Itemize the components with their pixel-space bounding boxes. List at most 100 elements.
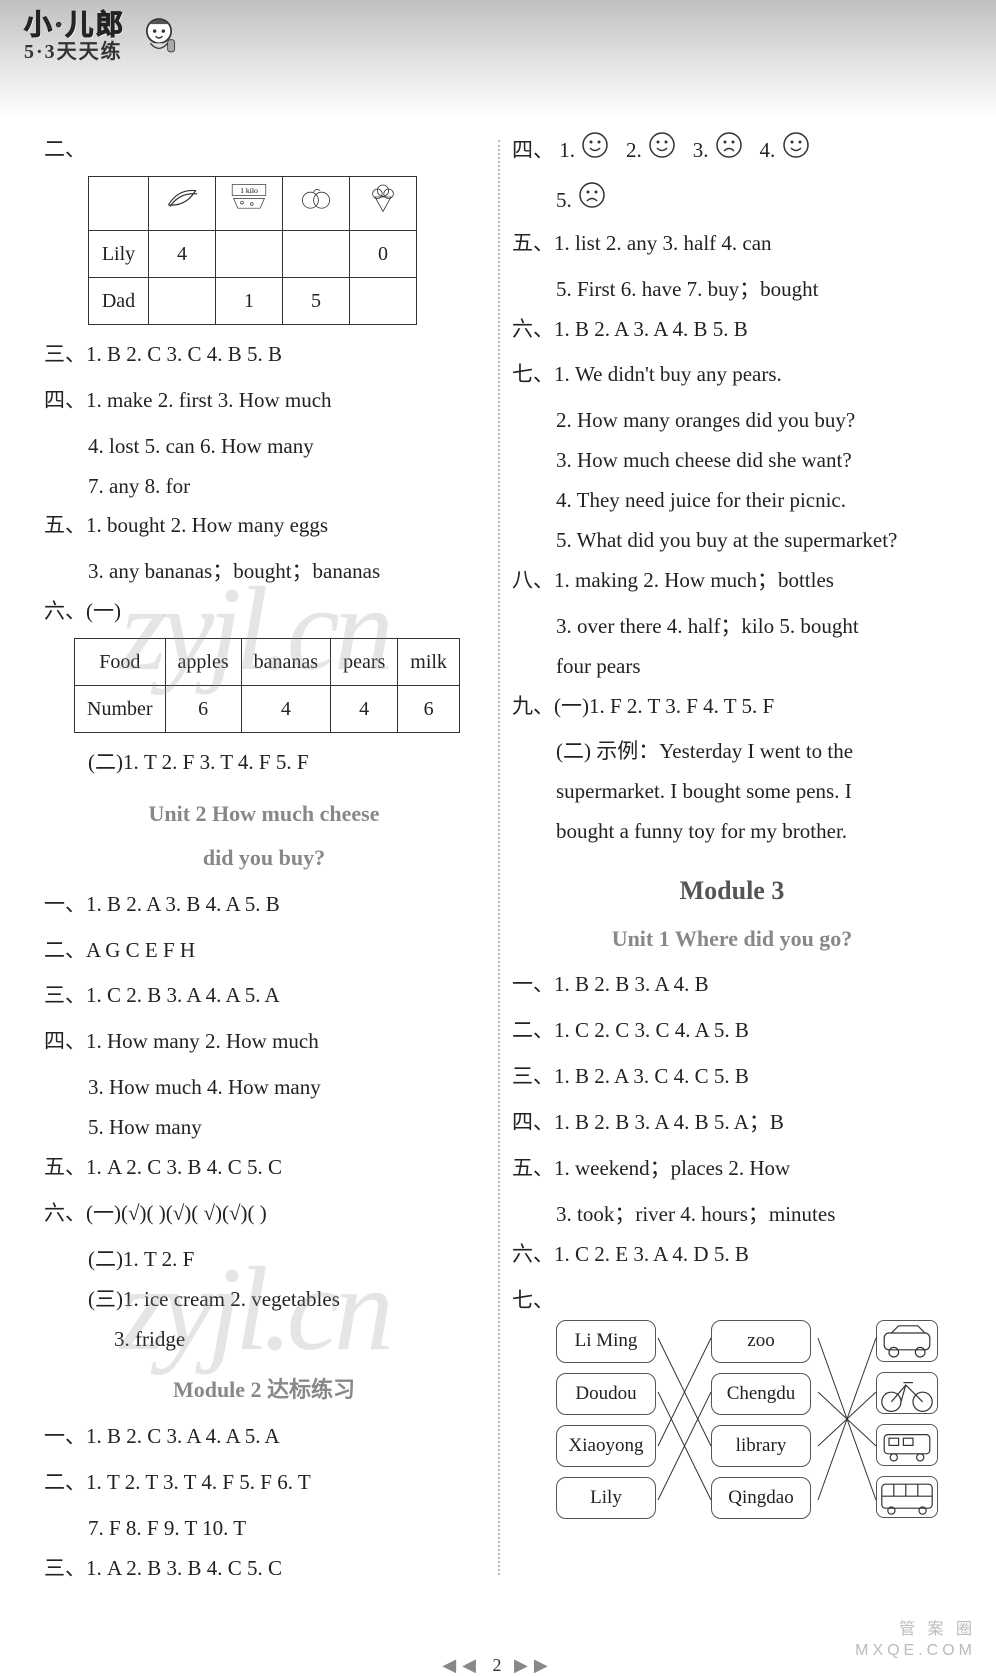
face-happy-icon xyxy=(781,130,811,174)
u2-4b: 3. How much 4. How many xyxy=(44,1068,484,1108)
m3-5a: 五、1. weekend；places 2. How xyxy=(512,1149,952,1189)
u2-6d: 3. fridge xyxy=(44,1320,484,1360)
sec-5b: 5. First 6. have 7. buy；bought xyxy=(512,270,952,310)
sec-8a: 八、1. making 2. How much；bottles xyxy=(512,561,952,601)
match-chip: Xiaoyong xyxy=(556,1425,656,1467)
sec-4-label: 四、 xyxy=(512,138,554,162)
m3-7-label: 七、 xyxy=(512,1288,554,1312)
mascot-icon xyxy=(133,12,185,64)
m3-5b: 3. took；river 4. hours；minutes xyxy=(512,1195,952,1235)
page-number: 2 xyxy=(493,1655,504,1675)
match-chip: zoo xyxy=(711,1320,811,1362)
unit2-title-1: Unit 2 How much cheese xyxy=(44,793,484,835)
match-mid-col: zoo Chengdu library Qingdao xyxy=(711,1320,811,1518)
sec-9c: supermarket. I bought some pens. I xyxy=(512,772,952,812)
sec-5a: 五、1. list 2. any 3. half 4. can xyxy=(512,224,952,264)
unit1-title: Unit 1 Where did you go? xyxy=(512,918,952,960)
right-column: 四、 1. 2. 3. 4. 5. 五、1. list 2. any 3. ha… xyxy=(498,130,966,1595)
sec-7c: 3. How much cheese did she want? xyxy=(512,441,952,481)
sec-4-faces-row2: 5. xyxy=(512,180,952,224)
sec-5b: 3. any bananas；bought；bananas xyxy=(44,552,484,592)
brand-text: 小·儿郎 5·3天天练 xyxy=(24,12,125,62)
svg-text:1 kilo: 1 kilo xyxy=(240,186,258,195)
u2-6a: 六、(一)(√)( )(√)( √)(√)( ) xyxy=(44,1194,484,1234)
sec-6: 六、1. B 2. A 3. A 4. B 5. B xyxy=(512,310,952,350)
match-right-col xyxy=(876,1320,938,1518)
sec-2-table: 1 kilo Lily 4 0 Dad xyxy=(88,176,417,325)
sec-4-faces-row1: 四、 1. 2. 3. 4. xyxy=(512,130,952,174)
u2-4a: 四、1. How many 2. How much xyxy=(44,1022,484,1062)
matching-diagram: Li Ming Doudou Xiaoyong Lily zoo Chengdu… xyxy=(556,1320,952,1540)
brand-title: 小·儿郎 xyxy=(24,12,125,40)
m3-6: 六、1. C 2. E 3. A 4. D 5. B xyxy=(512,1235,952,1275)
sec-6-table: Food apples bananas pears milk Number 6 … xyxy=(74,638,460,733)
table-row: Dad 1 5 xyxy=(89,277,417,324)
m3-3: 三、1. B 2. A 3. C 4. C 5. B xyxy=(512,1057,952,1097)
m2-1: 一、1. B 2. C 3. A 4. A 5. A xyxy=(44,1417,484,1457)
sec-8c: four pears xyxy=(512,647,952,687)
u2-6b: (二)1. T 2. F xyxy=(44,1240,484,1280)
sec-4c: 7. any 8. for xyxy=(44,467,484,507)
sec-5a: 五、1. bought 2. How many eggs xyxy=(44,506,484,546)
u2-3: 三、1. C 2. B 3. A 4. A 5. A xyxy=(44,976,484,1016)
column-divider xyxy=(498,140,500,1575)
sec-3: 三、1. B 2. C 3. C 4. B 5. B xyxy=(44,335,484,375)
sec-7a: 七、1. We didn't buy any pears. xyxy=(512,355,952,395)
table-row: Number 6 4 4 6 xyxy=(75,686,460,733)
brand-subtitle: 5·3天天练 xyxy=(24,42,125,62)
face-happy-icon xyxy=(580,130,610,174)
sec-2-label: 二、 xyxy=(44,130,484,170)
m2-3: 三、1. A 2. B 3. B 4. C 5. C xyxy=(44,1549,484,1589)
sec-9a: 九、(一)1. F 2. T 3. F 4. T 5. F xyxy=(512,687,952,727)
cheese-kilo-icon: 1 kilo xyxy=(216,176,283,230)
m3-1: 一、1. B 2. B 3. A 4. B xyxy=(512,965,952,1005)
sec-6b: (二)1. T 2. F 3. T 4. F 5. F xyxy=(44,743,484,783)
sec-4b: 4. lost 5. can 6. How many xyxy=(44,427,484,467)
m3-2: 二、1. C 2. C 3. C 4. A 5. B xyxy=(512,1011,952,1051)
u2-2: 二、A G C E F H xyxy=(44,931,484,971)
sec-6-label: 六、(一) xyxy=(44,592,484,632)
car-icon xyxy=(876,1320,938,1362)
table-row: Lily 4 0 xyxy=(89,230,417,277)
content: 二、 1 kilo xyxy=(0,120,996,1635)
row-label: Dad xyxy=(89,277,149,324)
sec-9d: bought a funny toy for my brother. xyxy=(512,812,952,852)
page: 小·儿郎 5·3天天练 二、 xyxy=(0,0,996,1676)
pager: ◀◀ 2 ▶▶ xyxy=(0,1655,996,1676)
m2-2a: 二、1. T 2. T 3. T 4. F 5. F 6. T xyxy=(44,1463,484,1503)
u2-6c: (三)1. ice cream 2. vegetables xyxy=(44,1280,484,1320)
left-column: 二、 1 kilo xyxy=(30,130,498,1595)
train-icon xyxy=(876,1424,938,1466)
apple-icon xyxy=(283,176,350,230)
m2-2b: 7. F 8. F 9. T 10. T xyxy=(44,1509,484,1549)
match-chip: Lily xyxy=(556,1477,656,1519)
m3-7: 七、 Li Ming Doudou xyxy=(512,1281,952,1541)
u2-5: 五、1. A 2. C 3. B 4. C 5. C xyxy=(44,1148,484,1188)
unit2-title-2: did you buy? xyxy=(44,837,484,879)
brand: 小·儿郎 5·3天天练 xyxy=(24,12,972,64)
match-chip: library xyxy=(711,1425,811,1467)
sec-9b: (二) 示例：Yesterday I went to the xyxy=(512,732,952,772)
icecream-icon xyxy=(350,176,417,230)
match-chip: Chengdu xyxy=(711,1373,811,1415)
bike-icon xyxy=(876,1372,938,1414)
sec-7b: 2. How many oranges did you buy? xyxy=(512,401,952,441)
sec-7d: 4. They need juice for their picnic. xyxy=(512,481,952,521)
module2-title: Module 2 达标练习 xyxy=(44,1369,484,1411)
banana-icon xyxy=(149,176,216,230)
face-happy-icon xyxy=(647,130,677,174)
sec-7e: 5. What did you buy at the supermarket? xyxy=(512,521,952,561)
bus-icon xyxy=(876,1476,938,1518)
face-sad-icon xyxy=(714,130,744,174)
u2-1: 一、1. B 2. A 3. B 4. A 5. B xyxy=(44,885,484,925)
sec-8b: 3. over there 4. half；kilo 5. bought xyxy=(512,607,952,647)
m3-4: 四、1. B 2. B 3. A 4. B 5. A；B xyxy=(512,1103,952,1143)
module3-title: Module 3 xyxy=(512,866,952,915)
page-header: 小·儿郎 5·3天天练 xyxy=(0,0,996,120)
match-chip: Li Ming xyxy=(556,1320,656,1362)
match-left-col: Li Ming Doudou Xiaoyong Lily xyxy=(556,1320,656,1518)
table-header-row: Food apples bananas pears milk xyxy=(75,639,460,686)
face-sad-icon xyxy=(577,180,607,224)
row-label: Lily xyxy=(89,230,149,277)
match-chip: Doudou xyxy=(556,1373,656,1415)
